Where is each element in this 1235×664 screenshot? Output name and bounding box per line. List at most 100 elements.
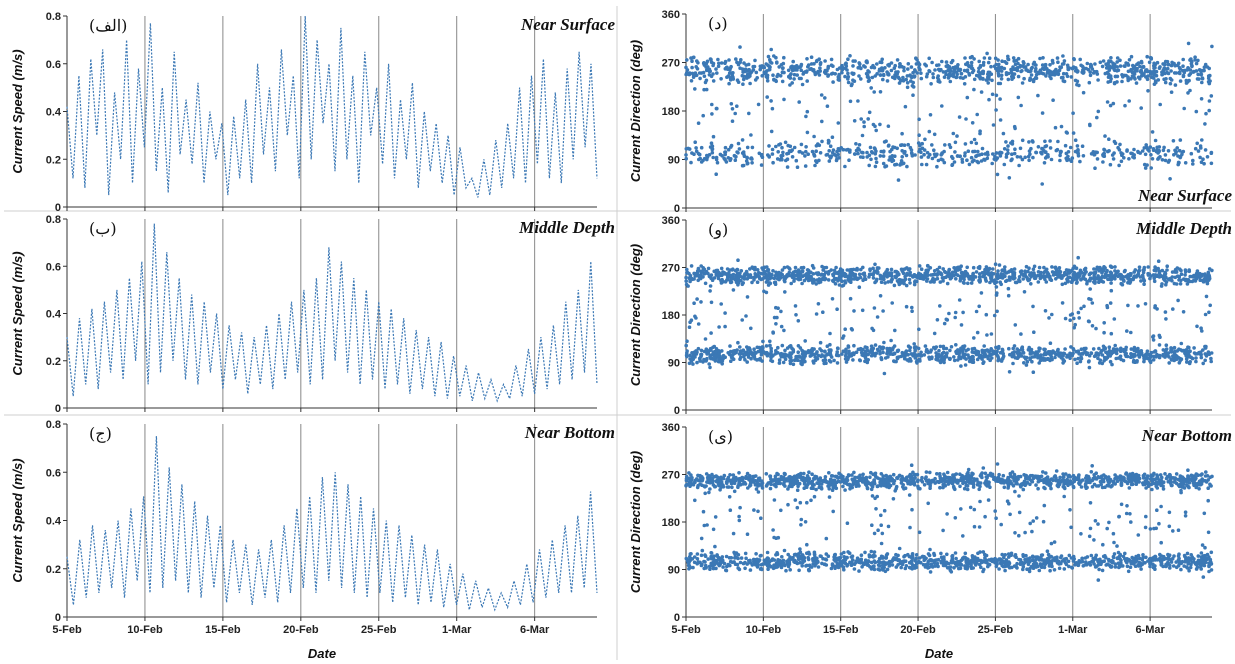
direction-point xyxy=(1142,265,1147,270)
direction-point xyxy=(765,95,769,99)
direction-point xyxy=(1129,77,1133,81)
direction-point xyxy=(742,277,747,281)
direction-point xyxy=(697,157,701,162)
direction-point xyxy=(1196,72,1200,77)
direction-point xyxy=(744,352,749,357)
direction-point xyxy=(955,134,959,138)
direction-point xyxy=(1119,277,1123,281)
direction-point xyxy=(890,157,895,161)
direction-point xyxy=(924,470,929,474)
direction-point xyxy=(1024,363,1029,367)
direction-point xyxy=(1121,358,1126,363)
direction-point xyxy=(1137,355,1142,359)
direction-point xyxy=(1195,141,1199,146)
direction-point xyxy=(765,79,770,83)
direction-point xyxy=(705,59,710,64)
direction-point xyxy=(885,346,889,351)
direction-point xyxy=(1049,76,1053,81)
direction-point xyxy=(741,163,746,168)
direction-point xyxy=(774,270,778,275)
direction-point xyxy=(749,133,753,137)
direction-point xyxy=(869,487,874,492)
direction-point xyxy=(1087,365,1092,370)
direction-point xyxy=(884,139,888,143)
direction-point xyxy=(1044,74,1048,78)
paren-open: ( xyxy=(708,14,714,33)
direction-point xyxy=(1021,487,1026,492)
direction-point xyxy=(831,278,835,283)
direction-point xyxy=(949,345,954,349)
x-tick-label: 5-Feb xyxy=(52,624,82,636)
direction-point xyxy=(1124,61,1128,65)
direction-point xyxy=(1113,265,1117,269)
direction-point xyxy=(1159,284,1164,288)
direction-point xyxy=(1171,307,1175,311)
direction-point xyxy=(911,93,915,97)
direction-point xyxy=(1122,347,1126,352)
direction-point xyxy=(850,82,854,86)
direction-point xyxy=(983,348,988,353)
direction-point xyxy=(1015,350,1020,355)
direction-point xyxy=(799,68,803,73)
direction-point xyxy=(1179,272,1184,277)
direction-point xyxy=(755,358,759,362)
direction-point xyxy=(1058,158,1062,163)
direction-point xyxy=(967,162,972,167)
direction-point xyxy=(707,153,712,157)
direction-point xyxy=(1048,350,1052,354)
y-tick-label: 0.8 xyxy=(46,419,61,431)
direction-point xyxy=(1097,361,1102,365)
direction-point xyxy=(892,283,897,288)
direction-point xyxy=(878,122,882,127)
direction-point xyxy=(1064,268,1069,272)
direction-point xyxy=(926,481,930,486)
x-tick-label: 20-Feb xyxy=(283,624,319,636)
direction-point xyxy=(811,272,816,276)
direction-point xyxy=(738,357,742,362)
direction-point xyxy=(1191,162,1195,166)
direction-point xyxy=(1194,359,1198,364)
direction-point xyxy=(951,484,956,489)
direction-point xyxy=(1048,277,1052,282)
direction-point xyxy=(826,66,830,70)
direction-point xyxy=(862,64,866,68)
direction-point xyxy=(838,277,843,281)
direction-point xyxy=(948,276,953,281)
direction-point xyxy=(938,280,943,284)
direction-point xyxy=(737,274,741,278)
direction-point xyxy=(1089,470,1094,474)
direction-point xyxy=(1034,150,1038,155)
direction-point xyxy=(925,273,930,277)
direction-point xyxy=(993,281,997,285)
direction-point xyxy=(1173,83,1178,87)
direction-point xyxy=(1203,274,1208,279)
direction-point xyxy=(800,348,804,353)
direction-point xyxy=(800,356,805,360)
direction-point xyxy=(1115,479,1120,484)
direction-point xyxy=(1157,271,1162,275)
direction-point xyxy=(764,74,769,79)
direction-point xyxy=(780,153,785,158)
direction-point xyxy=(840,352,844,356)
direction-point xyxy=(888,352,892,356)
direction-point xyxy=(720,362,724,366)
direction-point xyxy=(1006,77,1011,82)
direction-point xyxy=(1184,357,1189,361)
paren-close: ) xyxy=(722,220,728,239)
direction-point xyxy=(734,154,738,159)
direction-point xyxy=(930,60,934,65)
direction-point xyxy=(720,277,724,282)
direction-point xyxy=(714,474,718,478)
direction-point xyxy=(1122,156,1126,160)
direction-point xyxy=(756,102,761,107)
direction-point xyxy=(1167,361,1171,365)
direction-point xyxy=(976,352,981,357)
direction-point xyxy=(730,119,735,123)
direction-point xyxy=(837,148,842,153)
direction-point xyxy=(1188,360,1192,364)
direction-point xyxy=(981,361,985,366)
direction-point xyxy=(853,152,857,156)
direction-point xyxy=(903,104,908,109)
direction-point xyxy=(785,165,790,169)
direction-point xyxy=(803,70,807,74)
